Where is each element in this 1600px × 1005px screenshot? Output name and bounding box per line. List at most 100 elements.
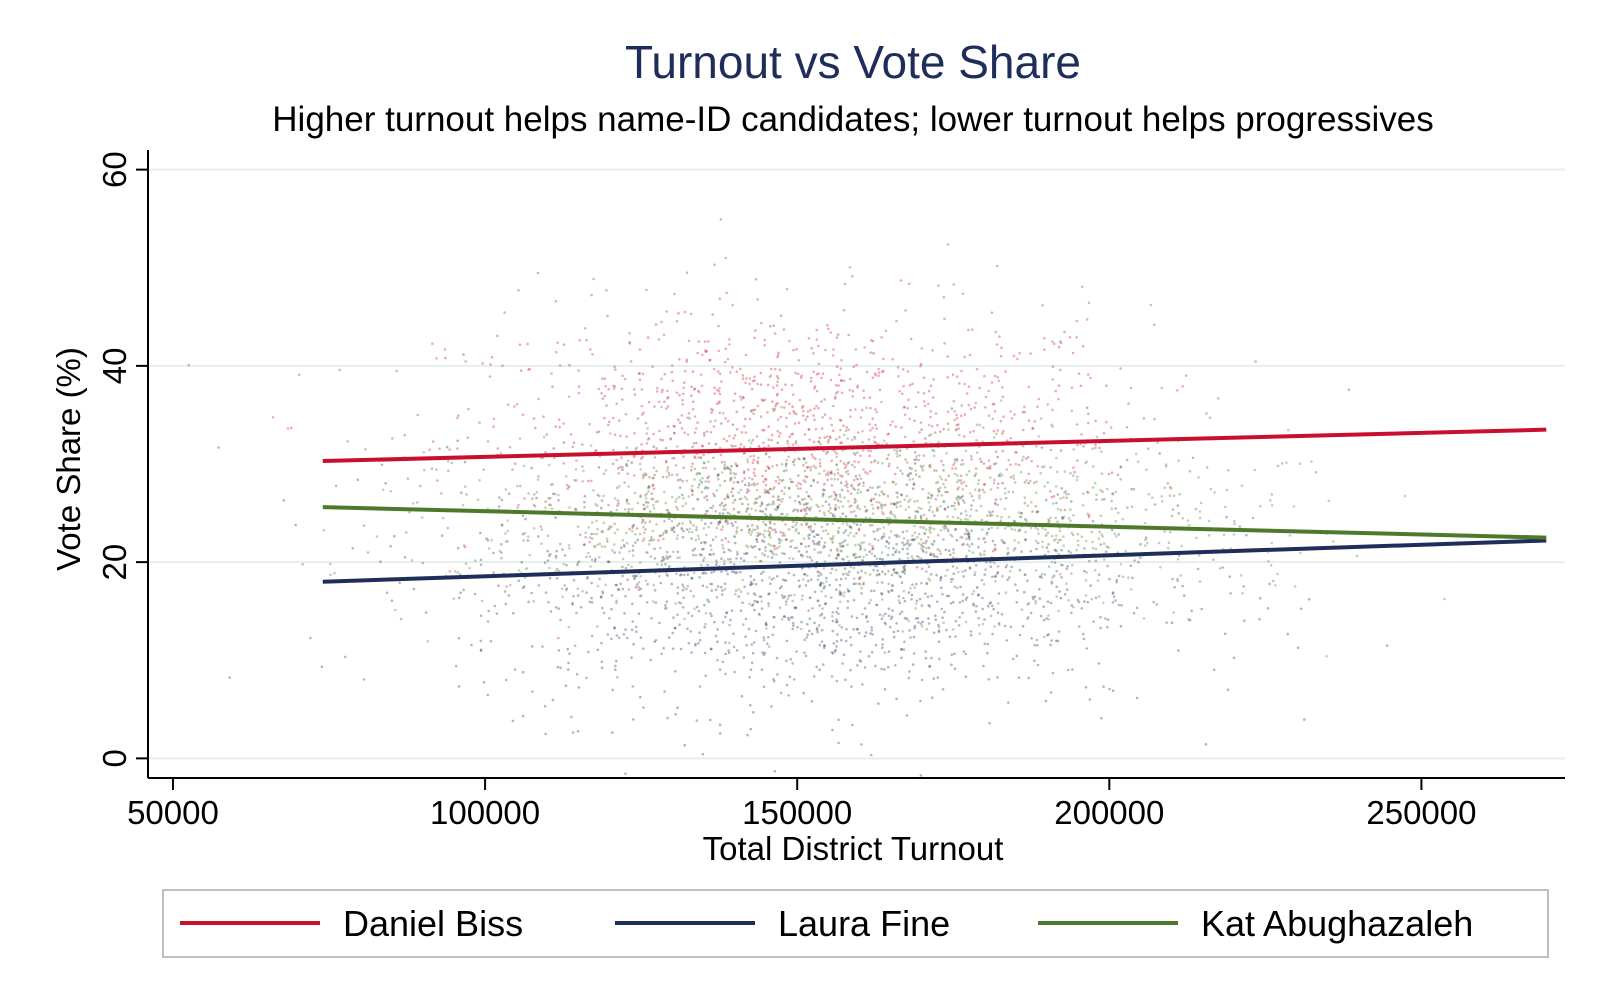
scatter-point [585, 338, 588, 342]
scatter-point [740, 694, 744, 698]
scatter-point [1314, 471, 1318, 474]
scatter-point [771, 407, 775, 411]
scatter-point [959, 479, 963, 482]
scatter-point [650, 497, 653, 501]
scatter-point [621, 565, 624, 569]
scatter-point [853, 437, 857, 440]
scatter-point [1047, 565, 1051, 568]
scatter-point [730, 609, 734, 612]
scatter-point [478, 421, 481, 424]
scatter-point [839, 577, 843, 581]
scatter-point [1003, 624, 1007, 628]
scatter-point [950, 653, 954, 657]
scatter-point [907, 500, 910, 503]
scatter-point [500, 551, 503, 554]
scatter-point [851, 395, 854, 398]
scatter-point [729, 477, 732, 481]
scatter-point [974, 564, 978, 567]
scatter-point [822, 469, 826, 473]
scatter-point [756, 404, 760, 408]
scatter-point [878, 485, 881, 488]
scatter-point [961, 459, 964, 462]
scatter-point [816, 541, 820, 544]
scatter-point [543, 704, 547, 708]
scatter-point [832, 642, 836, 645]
scatter-point [744, 510, 748, 513]
scatter-point [991, 539, 995, 543]
scatter-point [329, 573, 332, 577]
scatter-point [542, 435, 546, 439]
scatter-point [784, 464, 788, 468]
scatter-point [927, 496, 930, 499]
scatter-point [756, 531, 760, 535]
scatter-point [925, 551, 928, 554]
scatter-point [528, 553, 531, 557]
scatter-point [998, 474, 1002, 478]
scatter-point [957, 433, 961, 437]
scatter-point [1008, 570, 1012, 573]
scatter-point [1009, 625, 1013, 629]
scatter-point [997, 379, 1001, 383]
scatter-point [1125, 425, 1129, 429]
scatter-point [901, 630, 905, 633]
scatter-point [1080, 607, 1083, 610]
scatter-point [831, 514, 835, 518]
scatter-point [1149, 303, 1153, 307]
scatter-point [690, 385, 694, 389]
scatter-point [1041, 526, 1044, 530]
scatter-point [590, 293, 593, 297]
scatter-point [934, 412, 938, 415]
scatter-point [645, 601, 649, 604]
scatter-point [913, 624, 917, 628]
scatter-point [639, 468, 643, 471]
scatter-point [643, 507, 646, 510]
scatter-point [576, 594, 580, 597]
scatter-point [753, 608, 756, 612]
scatter-point [600, 377, 604, 381]
scatter-point [754, 629, 758, 633]
scatter-point [613, 497, 617, 500]
scatter-point [690, 651, 693, 654]
scatter-point [815, 503, 818, 507]
scatter-point [838, 542, 841, 545]
scatter-point [800, 553, 803, 557]
scatter-point [854, 499, 858, 503]
scatter-point [1035, 510, 1038, 514]
scatter-point [792, 678, 796, 681]
scatter-point [859, 490, 863, 494]
scatter-point [838, 373, 841, 377]
scatter-point [861, 559, 864, 562]
scatter-point [772, 324, 776, 328]
scatter-point [693, 547, 697, 550]
scatter-point [1269, 564, 1273, 567]
scatter-point [1036, 528, 1040, 531]
scatter-point [937, 630, 941, 634]
scatter-point [962, 480, 966, 484]
scatter-point [922, 464, 925, 468]
scatter-point [756, 461, 760, 465]
scatter-point [506, 529, 510, 533]
scatter-point [885, 442, 888, 446]
scatter-point [616, 467, 620, 470]
scatter-point [678, 601, 681, 604]
scatter-point [282, 499, 286, 502]
scatter-point [682, 496, 685, 500]
scatter-point [532, 527, 536, 530]
scatter-point [872, 497, 876, 501]
scatter-point [628, 331, 631, 335]
scatter-point [1045, 546, 1049, 549]
scatter-point [770, 705, 773, 708]
scatter-point [900, 493, 904, 497]
scatter-point [983, 537, 986, 540]
scatter-point [978, 494, 981, 497]
scatter-point [992, 462, 996, 466]
scatter-point [877, 374, 880, 377]
scatter-point [861, 683, 864, 686]
scatter-point [839, 379, 843, 382]
scatter-point [804, 502, 808, 506]
scatter-point [566, 668, 570, 671]
scatter-point [606, 540, 609, 543]
scatter-point [974, 401, 978, 405]
scatter-point [756, 382, 759, 386]
